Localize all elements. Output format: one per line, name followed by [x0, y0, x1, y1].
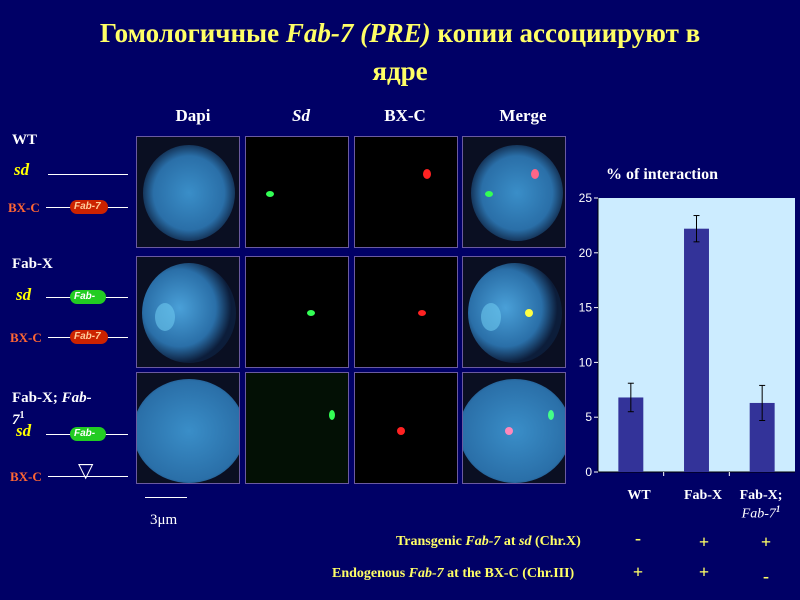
transgenic-sign-wt: -: [635, 528, 641, 548]
bxc-chromosome-line-row3: [48, 476, 128, 477]
column-header-bxc: BX-C: [384, 106, 426, 125]
panel-wt-merge: [462, 136, 566, 248]
sd-label-row1: sd: [14, 160, 30, 179]
chart-title: % of interaction: [606, 166, 718, 183]
x-category-fabx: Fab-X: [683, 488, 723, 503]
panel-fabx-sd: [245, 256, 349, 368]
y-tick-label: 15: [579, 301, 593, 315]
x-category-wt: WT: [627, 488, 651, 503]
endogenous-row-label: Endogenous Fab-7 at the BX-C (Chr.III): [332, 566, 574, 582]
fab-gene-row3: Fab-: [70, 427, 106, 441]
column-header-merge: Merge: [499, 106, 547, 125]
bars: [618, 215, 775, 472]
sd-chromosome-line-row1: [48, 174, 128, 175]
fab7-gene-row2: Fab-7: [70, 330, 108, 344]
endogenous-sign-fabx-fab71: -: [763, 566, 769, 586]
sd-label-row3: sd: [16, 421, 32, 440]
row1-text3: (Chr.X): [531, 534, 581, 549]
row1-text2: at: [500, 534, 520, 549]
endogenous-sign-fabx: +: [698, 562, 710, 582]
bxc-label-row2: BX-C: [10, 330, 42, 345]
transgenic-row-label: Transgenic Fab-7 at sd (Chr.X): [396, 534, 581, 550]
row1-text1: Transgenic: [396, 534, 466, 549]
endogenous-sign-wt: +: [632, 562, 644, 582]
row3-label-sup: 1: [19, 410, 25, 421]
y-tick-label: 5: [585, 410, 592, 424]
row1-italic1: Fab-7: [465, 534, 501, 549]
y-tick-label: 10: [579, 355, 593, 369]
row-label-wt: WT: [12, 132, 38, 148]
column-header-sd: Sd: [292, 106, 310, 125]
slide-title: Гомологичные Fab-7 (PRE) копии ассоцииру…: [20, 14, 780, 90]
row-label-fabx: Fab-X: [12, 256, 53, 272]
panel-fabx-merge: [462, 256, 566, 368]
y-tick-label: 20: [579, 246, 593, 260]
scale-label: 3μm: [150, 512, 178, 528]
panel-wt-sd: [245, 136, 349, 248]
row1-italic2: sd: [519, 534, 532, 549]
panel-fabx-fab71-dapi: [136, 372, 240, 484]
panel-fabx-fab71-merge: [462, 372, 566, 484]
panel-wt-bxc: [354, 136, 458, 248]
y-axis: 0 5 10 15 20 25: [579, 191, 795, 479]
row3-label-text: Fab-X;: [12, 390, 62, 406]
title-part1: Гомологичные: [99, 18, 286, 48]
y-tick-label: 25: [579, 191, 593, 205]
x-category-3-line2: Fab-7: [741, 506, 776, 522]
title-part3: копии ассоциируют в: [430, 18, 701, 48]
transgenic-sign-fabx: +: [698, 532, 710, 552]
scale-bar: [145, 497, 187, 498]
row3-label-italic: Fab-: [61, 390, 92, 406]
panel-fabx-fab71-bxc: [354, 372, 458, 484]
y-tick-label: 0: [585, 465, 592, 479]
panel-wt-dapi: [136, 136, 240, 248]
row-label-fabx-fab71: Fab-X; Fab- 71: [12, 390, 92, 429]
column-header-dapi: Dapi: [175, 106, 211, 125]
panel-fabx-fab71-sd: [245, 372, 349, 484]
row2-italic1: Fab-7: [408, 566, 444, 581]
x-category-fabx-fab71: Fab-X; Fab-71: [726, 488, 796, 523]
deletion-triangle-icon: ▽: [78, 458, 94, 482]
sd-label-row2: sd: [16, 285, 32, 304]
x-category-3-sup: 1: [775, 504, 781, 514]
interaction-bar-chart: 0 5 10 15 20 25: [579, 191, 795, 479]
panel-fabx-dapi: [136, 256, 240, 368]
row2-text1: Endogenous: [332, 566, 409, 581]
bar-1: [684, 228, 709, 472]
fab-gene-row2: Fab-: [70, 290, 106, 304]
title-line2: ядре: [372, 56, 428, 86]
row2-text2: at the BX-C (Chr.III): [443, 566, 575, 581]
fab7-gene-row1: Fab-7: [70, 200, 108, 214]
panel-fabx-bxc: [354, 256, 458, 368]
bxc-label-row1: BX-C: [8, 200, 40, 215]
bxc-label-row3: BX-C: [10, 469, 42, 484]
title-part2: Fab-7 (PRE): [285, 18, 431, 48]
transgenic-sign-fabx-fab71: +: [760, 532, 772, 552]
row3-label-line2: 7: [12, 412, 20, 428]
x-category-3-line1: Fab-X;: [739, 488, 783, 503]
